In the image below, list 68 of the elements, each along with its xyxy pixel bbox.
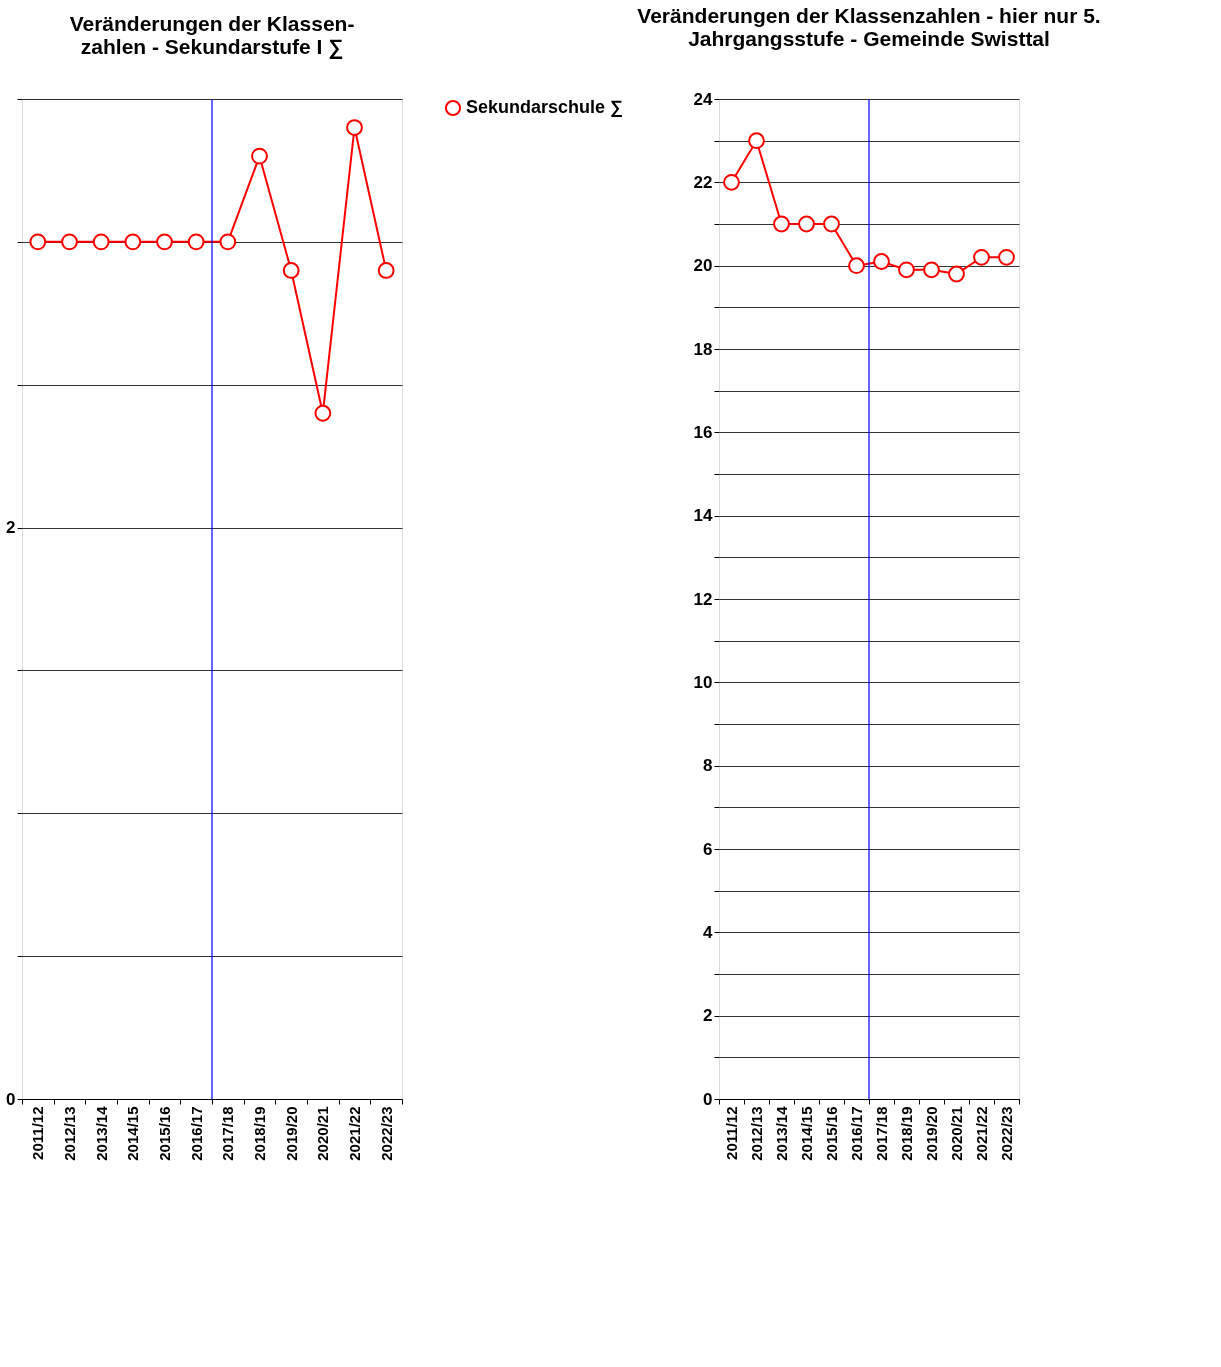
x-tick-label: 2013/14 <box>773 1105 790 1161</box>
x-tick-label: 2021/22 <box>346 1106 363 1161</box>
point <box>898 261 915 279</box>
x-tick-label: 2014/15 <box>124 1106 142 1161</box>
point <box>377 262 395 279</box>
point <box>923 261 940 279</box>
point <box>748 132 765 150</box>
x-tick-label: 2016/17 <box>848 1106 865 1161</box>
point <box>29 233 47 251</box>
point <box>873 253 890 270</box>
x-tick-label: 2011/12 <box>723 1106 740 1160</box>
point <box>773 215 790 233</box>
x-tick-label: 2017/18 <box>219 1106 237 1161</box>
y-tick-label: 10 <box>693 672 713 692</box>
point <box>156 233 173 251</box>
x-tick-label: 2020/21 <box>948 1106 965 1161</box>
y-tick-label: 0 <box>703 1089 713 1109</box>
y-tick-label: 4 <box>703 922 714 942</box>
x-tick-label: 2015/16 <box>823 1106 840 1161</box>
x-tick-label: 2011/12 <box>29 1106 47 1160</box>
y-tick-label: 2 <box>703 1006 713 1026</box>
y-tick-label: 0 <box>6 1089 16 1109</box>
y-tick-label: 2 <box>6 518 16 538</box>
y-tick-label: 20 <box>693 256 713 276</box>
text: Veränderungen der Klassenzahlen - hier nur 5. <box>637 4 1101 27</box>
y-tick-label: 22 <box>693 172 713 192</box>
y-tick-label: 18 <box>693 339 713 359</box>
y-tick-label: 16 <box>693 422 713 442</box>
point <box>282 262 300 279</box>
point <box>998 248 1015 266</box>
y-tick-label: 8 <box>703 756 713 776</box>
y-tick-label: 24 <box>693 89 714 109</box>
legend-label: Sekundarschule ∑ <box>466 97 623 117</box>
point <box>61 233 78 251</box>
x-tick-label: 2019/20 <box>923 1106 940 1161</box>
x-tick-label: 2022/23 <box>998 1106 1015 1161</box>
y-tick-label: 6 <box>703 839 713 859</box>
point <box>187 233 205 251</box>
point <box>346 119 363 136</box>
point <box>314 404 332 422</box>
point <box>973 248 990 266</box>
x-tick-label: 2017/18 <box>873 1106 890 1161</box>
x-tick-label: 2021/22 <box>973 1106 990 1161</box>
y-tick-label: 12 <box>693 589 713 609</box>
x-tick-label: 2012/13 <box>748 1106 765 1161</box>
point <box>219 233 237 251</box>
point <box>823 215 840 233</box>
x-tick-label: 2016/17 <box>187 1106 205 1161</box>
point <box>848 257 865 275</box>
x-tick-label: 2014/15 <box>798 1106 815 1161</box>
x-tick-label: 2018/19 <box>898 1106 915 1161</box>
x-tick-label: 2018/19 <box>251 1106 268 1161</box>
x-tick-label: 2019/20 <box>282 1106 300 1161</box>
x-tick-label: 2012/13 <box>61 1106 78 1161</box>
text: zahlen - Sekundarstufe I ∑ <box>80 35 344 59</box>
x-tick-label: 2013/14 <box>92 1105 110 1161</box>
point <box>798 215 815 233</box>
text: Veränderungen der Klassen- <box>69 12 355 36</box>
point <box>948 265 965 283</box>
point <box>92 233 110 251</box>
point <box>723 173 740 191</box>
x-tick-label: 2015/16 <box>156 1106 173 1161</box>
point <box>124 233 142 251</box>
x-tick-label: 2022/23 <box>377 1106 395 1161</box>
text: Jahrgangsstufe - Gemeinde Swisttal <box>688 27 1050 50</box>
y-tick-label: 14 <box>693 506 714 526</box>
x-tick-label: 2020/21 <box>314 1106 332 1161</box>
point <box>251 147 268 165</box>
